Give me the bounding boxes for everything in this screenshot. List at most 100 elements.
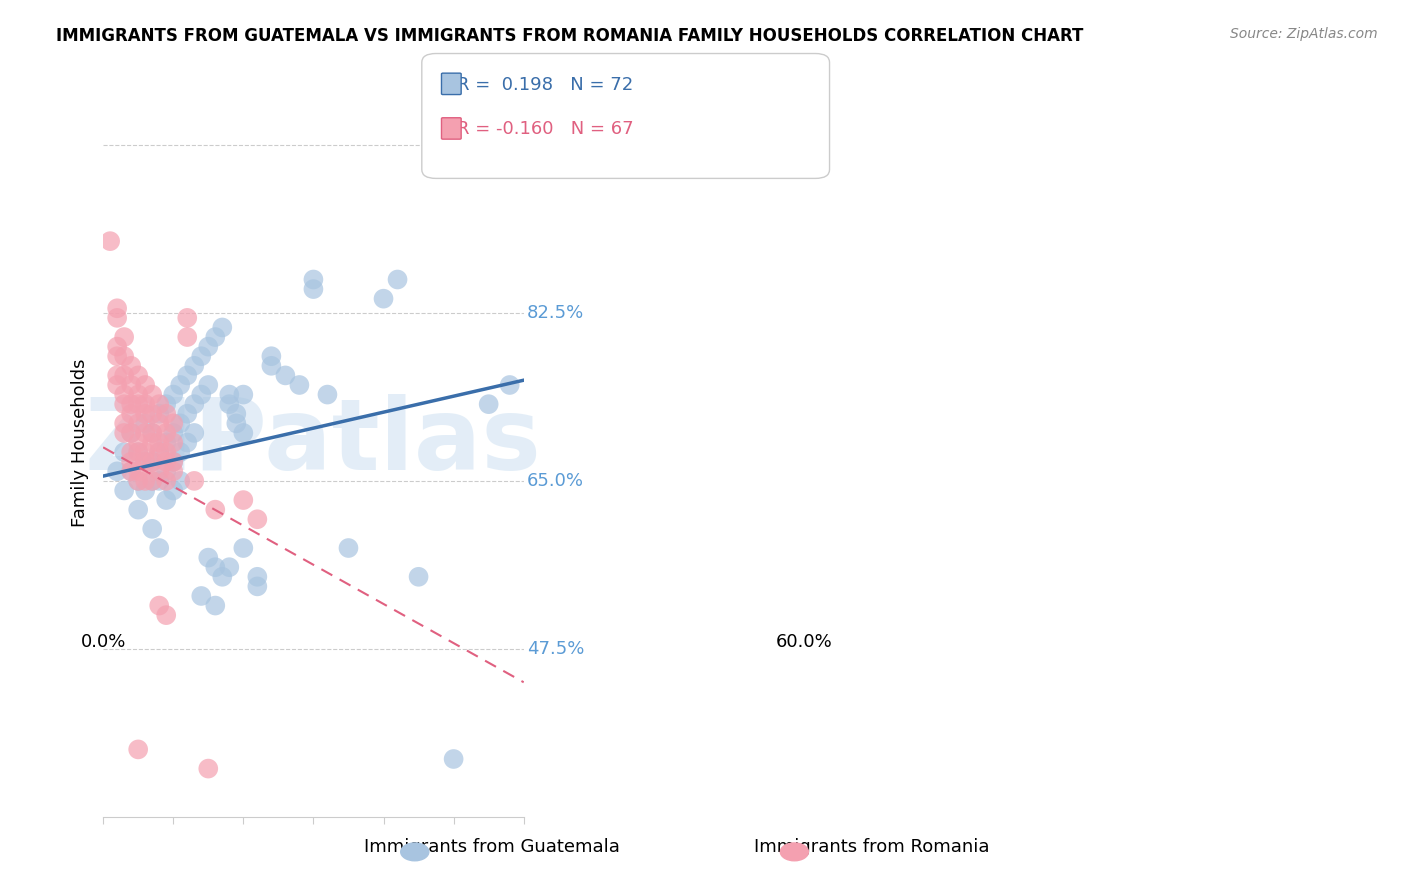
Text: IMMIGRANTS FROM GUATEMALA VS IMMIGRANTS FROM ROMANIA FAMILY HOUSEHOLDS CORRELATI: IMMIGRANTS FROM GUATEMALA VS IMMIGRANTS … [56, 27, 1084, 45]
Point [127, 397, 149, 411]
Point [162, 435, 184, 450]
Point [197, 762, 219, 776]
Point [169, 445, 191, 459]
Point [155, 397, 177, 411]
Point [148, 435, 170, 450]
Point [183, 397, 205, 411]
Point [105, 368, 128, 383]
Point [127, 742, 149, 756]
Point [127, 387, 149, 401]
Point [162, 425, 184, 440]
Point [112, 330, 135, 344]
Point [176, 435, 198, 450]
Point [204, 560, 226, 574]
Point [134, 474, 156, 488]
Point [148, 474, 170, 488]
Text: 60.0%: 60.0% [776, 633, 832, 651]
Point [288, 378, 311, 392]
Point [134, 455, 156, 469]
Point [127, 445, 149, 459]
Point [112, 397, 135, 411]
Point [120, 464, 142, 478]
Text: 82.5%: 82.5% [527, 304, 585, 322]
Text: R = -0.160   N = 67: R = -0.160 N = 67 [457, 120, 634, 138]
Point [134, 417, 156, 431]
Point [120, 425, 142, 440]
Point [204, 502, 226, 516]
Point [225, 417, 247, 431]
Point [155, 445, 177, 459]
Point [337, 541, 360, 555]
Point [155, 455, 177, 469]
Point [162, 464, 184, 478]
Text: Immigrants from Romania: Immigrants from Romania [754, 838, 990, 856]
Point [141, 522, 163, 536]
Point [148, 599, 170, 613]
Point [218, 560, 240, 574]
Point [155, 464, 177, 478]
Y-axis label: Family Households: Family Households [72, 359, 89, 527]
Point [246, 570, 269, 584]
Point [141, 407, 163, 421]
Point [120, 407, 142, 421]
Point [260, 359, 283, 373]
Point [260, 349, 283, 363]
Point [162, 483, 184, 498]
Point [120, 378, 142, 392]
Point [155, 474, 177, 488]
Point [162, 417, 184, 431]
Point [112, 368, 135, 383]
Text: Source: ZipAtlas.com: Source: ZipAtlas.com [1230, 27, 1378, 41]
Point [190, 387, 212, 401]
Point [443, 752, 465, 766]
Point [204, 330, 226, 344]
Point [387, 272, 409, 286]
Point [105, 310, 128, 325]
Point [169, 417, 191, 431]
Point [169, 474, 191, 488]
Point [155, 608, 177, 623]
Point [148, 541, 170, 555]
Point [162, 455, 184, 469]
Text: 47.5%: 47.5% [527, 640, 585, 657]
Point [120, 455, 142, 469]
Point [112, 483, 135, 498]
Point [127, 435, 149, 450]
Text: ZIPatlas: ZIPatlas [84, 394, 541, 491]
Point [155, 425, 177, 440]
Point [141, 455, 163, 469]
Point [148, 445, 170, 459]
Point [127, 464, 149, 478]
Point [120, 397, 142, 411]
Point [478, 397, 501, 411]
Point [148, 445, 170, 459]
Point [134, 378, 156, 392]
Text: 65.0%: 65.0% [527, 472, 585, 490]
Point [134, 455, 156, 469]
Point [141, 387, 163, 401]
Point [155, 435, 177, 450]
Point [218, 397, 240, 411]
Point [120, 445, 142, 459]
Point [112, 349, 135, 363]
Point [176, 368, 198, 383]
Point [232, 493, 254, 508]
Point [162, 455, 184, 469]
Point [134, 397, 156, 411]
Text: 100.0%: 100.0% [527, 136, 595, 154]
Point [112, 387, 135, 401]
Point [197, 378, 219, 392]
Point [176, 310, 198, 325]
Point [162, 387, 184, 401]
Point [373, 292, 395, 306]
Point [141, 435, 163, 450]
Point [127, 445, 149, 459]
Point [105, 301, 128, 316]
Point [499, 378, 522, 392]
Point [105, 378, 128, 392]
Point [120, 425, 142, 440]
Point [105, 464, 128, 478]
Point [190, 589, 212, 603]
Point [204, 599, 226, 613]
Point [148, 407, 170, 421]
